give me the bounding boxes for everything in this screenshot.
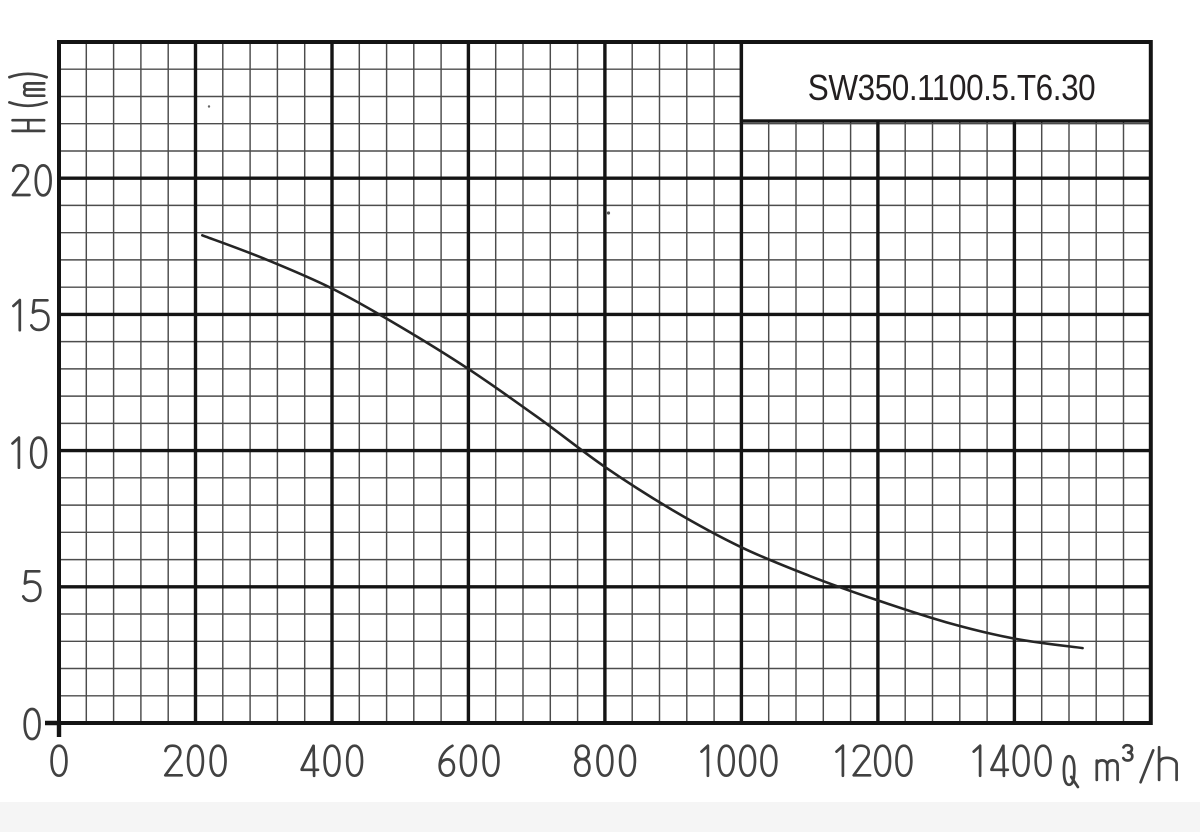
svg-text:SW350.1100.5.T6.30: SW350.1100.5.T6.30 [808,68,1095,109]
